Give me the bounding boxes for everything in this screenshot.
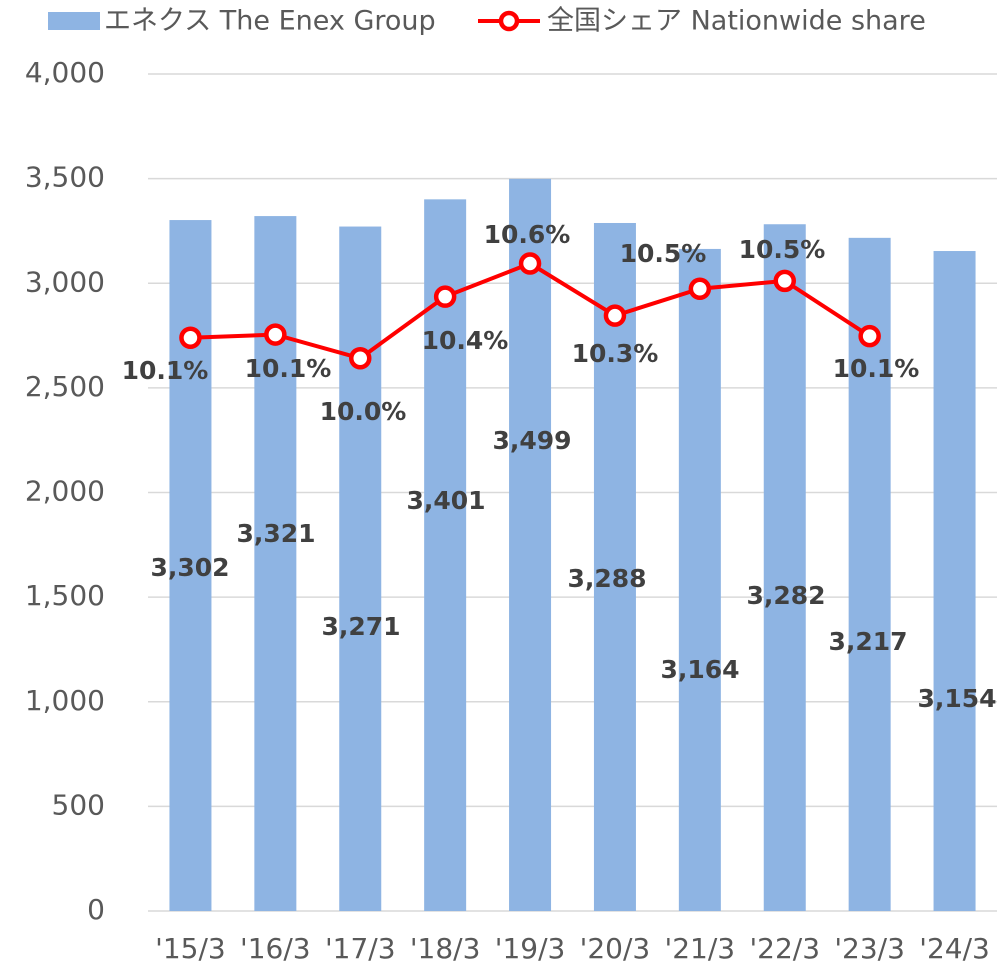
x-tick-label: '22/3 bbox=[749, 932, 820, 965]
marker bbox=[688, 277, 712, 301]
data-label: 3,401 bbox=[406, 486, 485, 515]
bar bbox=[424, 199, 467, 911]
legend-label: 全国シェア Nationwide share bbox=[547, 6, 926, 37]
y-tick-label: 500 bbox=[52, 788, 105, 821]
data-label: 10.1% bbox=[833, 354, 920, 383]
data-label: 3,271 bbox=[321, 612, 400, 641]
marker bbox=[858, 324, 881, 348]
marker bbox=[773, 269, 796, 293]
y-tick-label: 2,500 bbox=[25, 370, 105, 403]
marker bbox=[603, 304, 627, 327]
x-tick-label: '18/3 bbox=[410, 932, 481, 965]
x-tick-label: '17/3 bbox=[325, 932, 396, 965]
bar bbox=[593, 222, 636, 912]
legend-swatch bbox=[48, 12, 100, 30]
data-label: 10.5% bbox=[620, 239, 707, 268]
legend-label: エネクス The Enex Group bbox=[104, 6, 436, 37]
y-tick-label: 2,000 bbox=[25, 475, 105, 508]
y-tick-label: 3,000 bbox=[25, 265, 105, 298]
x-tick-label: '23/3 bbox=[834, 932, 905, 965]
bar bbox=[933, 251, 976, 911]
data-label: 3,499 bbox=[492, 426, 571, 455]
y-tick-label: 1,000 bbox=[25, 684, 105, 717]
data-label: 3,302 bbox=[150, 553, 229, 582]
y-tick-label: 3,500 bbox=[25, 161, 105, 194]
bar bbox=[848, 237, 891, 911]
x-tick-label: '16/3 bbox=[240, 932, 311, 965]
bar bbox=[509, 178, 552, 912]
data-label: 10.1% bbox=[245, 354, 332, 383]
marker bbox=[349, 347, 372, 370]
x-tick-label: '19/3 bbox=[495, 932, 566, 965]
x-tick-label: '15/3 bbox=[155, 932, 226, 965]
data-label: 3,321 bbox=[236, 519, 315, 548]
data-label: 10.6% bbox=[484, 220, 571, 249]
data-label: 10.3% bbox=[572, 339, 659, 368]
bar bbox=[678, 248, 721, 912]
y-tick-label: 1,500 bbox=[25, 579, 105, 612]
data-label: 10.5% bbox=[739, 235, 826, 264]
bar bbox=[254, 216, 297, 911]
x-tick-label: '21/3 bbox=[665, 932, 736, 965]
data-label: 3,154 bbox=[917, 684, 996, 713]
data-label: 10.4% bbox=[422, 326, 509, 355]
data-label: 3,288 bbox=[567, 564, 646, 593]
marker bbox=[518, 252, 542, 275]
bar bbox=[763, 224, 806, 911]
legend-marker bbox=[498, 10, 520, 32]
data-label: 3,282 bbox=[746, 581, 825, 610]
x-tick-label: '24/3 bbox=[919, 932, 990, 965]
data-label: 10.1% bbox=[122, 356, 209, 385]
marker bbox=[433, 285, 457, 308]
y-tick-label: 4,000 bbox=[25, 56, 105, 89]
data-label: 3,217 bbox=[828, 627, 907, 656]
y-tick-label: 0 bbox=[87, 893, 105, 926]
x-tick-label: '20/3 bbox=[580, 932, 651, 965]
bar bbox=[339, 226, 382, 912]
marker bbox=[264, 323, 287, 346]
data-label: 3,164 bbox=[660, 655, 739, 684]
marker bbox=[179, 326, 202, 349]
data-label: 10.0% bbox=[320, 397, 407, 426]
